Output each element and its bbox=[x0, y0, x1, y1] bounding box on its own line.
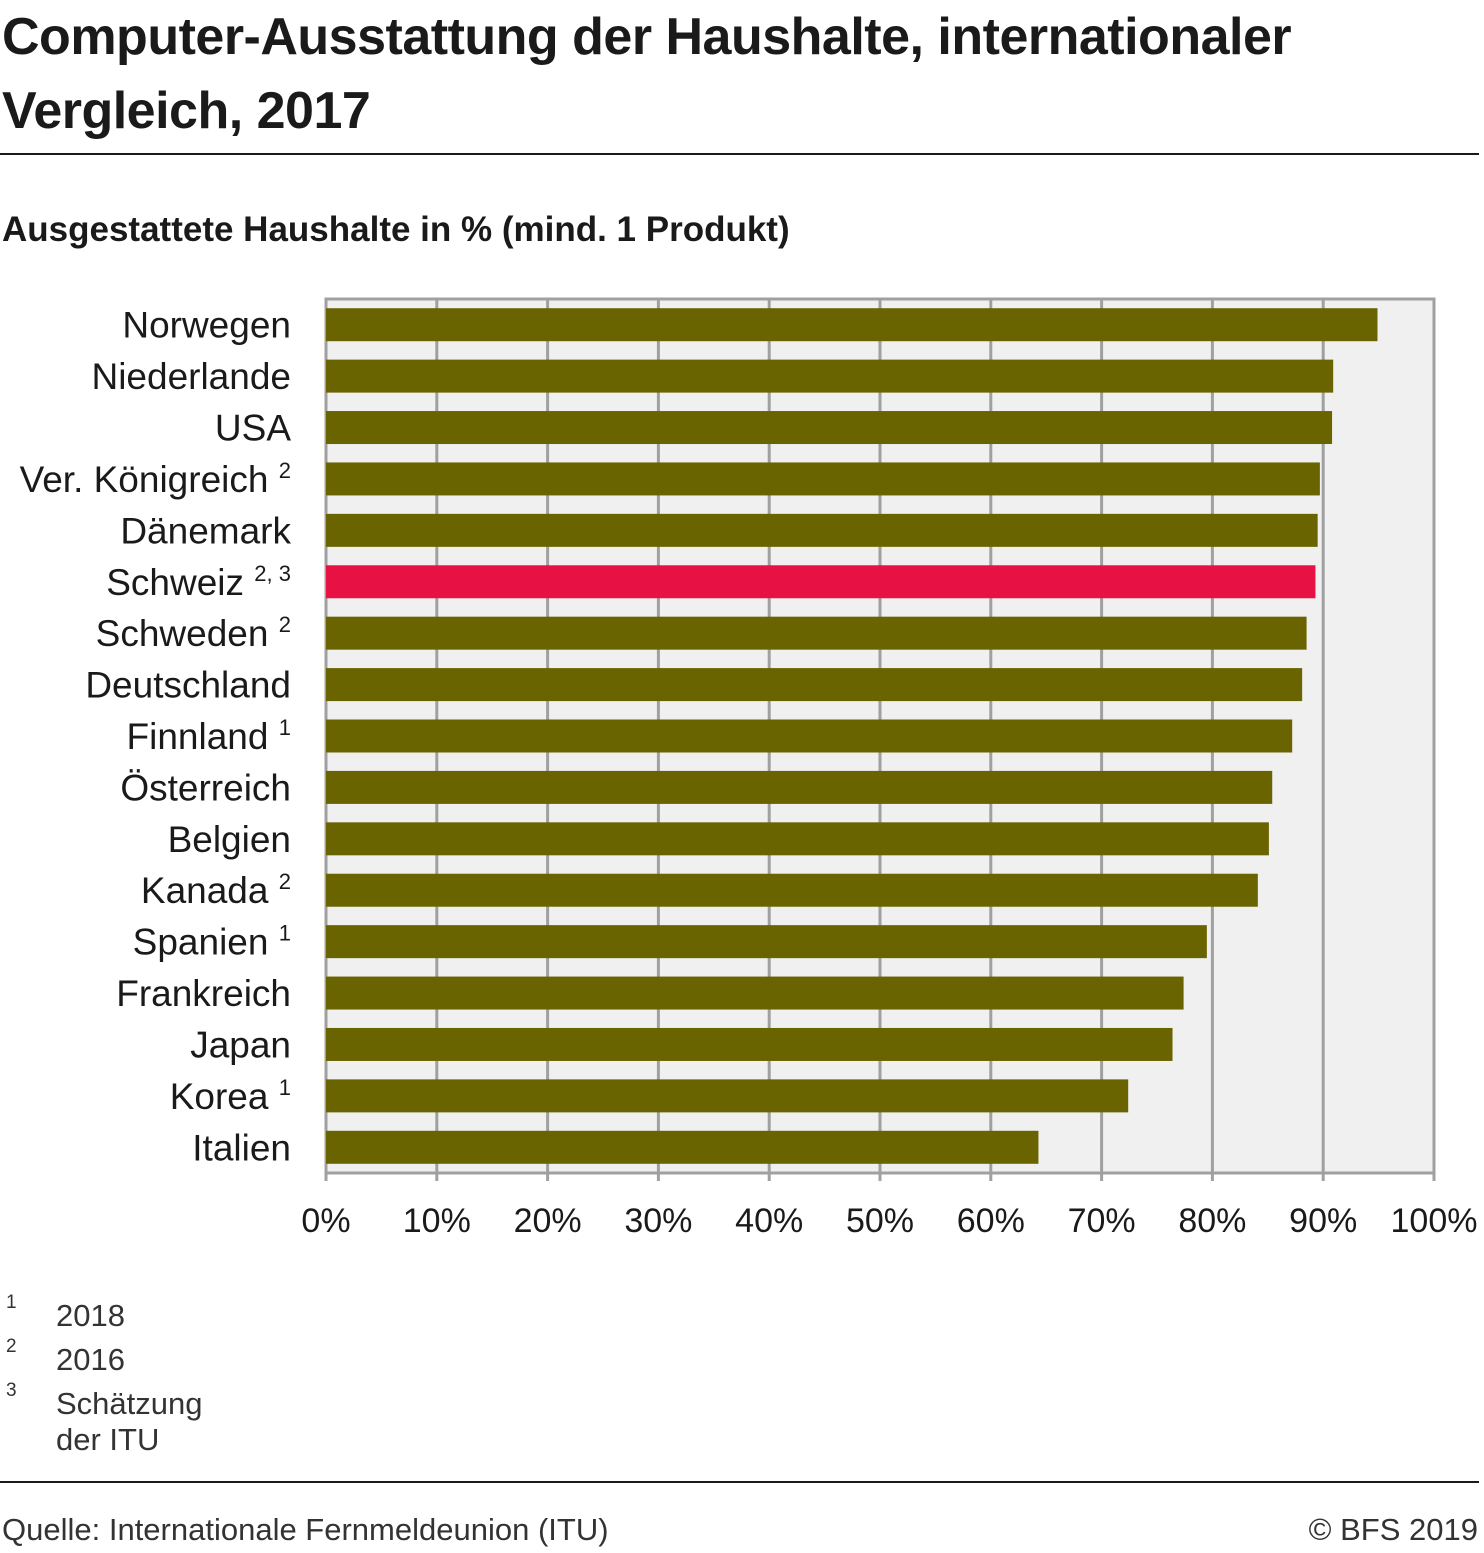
bar-italien bbox=[326, 1130, 1039, 1164]
chart-subtitle: Ausgestattete Haushalte in % (mind. 1 Pr… bbox=[2, 210, 790, 249]
x-tick-label: 90% bbox=[1289, 1202, 1357, 1240]
footnote-text: Schätzung der ITU bbox=[56, 1386, 203, 1457]
bar-frankreich bbox=[326, 976, 1184, 1010]
category-label: Österreich bbox=[120, 767, 291, 808]
footnote-mark: 2 bbox=[6, 1336, 17, 1357]
footer-divider bbox=[0, 1481, 1479, 1483]
category-label: Belgien bbox=[168, 819, 291, 860]
category-label: Schweiz 2, 3 bbox=[106, 561, 291, 603]
footnote-mark: 1 bbox=[6, 1292, 17, 1313]
bar-dänemark bbox=[326, 513, 1318, 547]
bar-belgien bbox=[326, 822, 1269, 856]
category-label: Kanada 2 bbox=[141, 869, 291, 911]
bar-korea bbox=[326, 1079, 1129, 1113]
copyright: © BFS 2019 bbox=[1308, 1512, 1478, 1547]
category-label: Korea 1 bbox=[170, 1075, 291, 1117]
category-label: Frankreich bbox=[116, 973, 291, 1014]
bar-usa bbox=[326, 411, 1333, 445]
bar-kanada bbox=[326, 873, 1258, 907]
bar-schweden bbox=[326, 616, 1307, 650]
category-label: Norwegen bbox=[122, 305, 291, 346]
bar-norwegen bbox=[326, 308, 1378, 342]
title-divider bbox=[0, 153, 1479, 155]
category-label: Italien bbox=[192, 1127, 291, 1168]
bar-ver-königreich bbox=[326, 462, 1320, 496]
category-label: Finnland 1 bbox=[127, 715, 291, 757]
category-label: Dänemark bbox=[120, 510, 291, 551]
bar-deutschland bbox=[326, 668, 1303, 702]
category-label: Schweden 2 bbox=[96, 612, 291, 654]
footnote-text: 2018 bbox=[56, 1298, 125, 1333]
source-note: Quelle: Internationale Fernmeldeunion (I… bbox=[2, 1512, 609, 1547]
bar-japan bbox=[326, 1027, 1173, 1061]
footnote-mark: 3 bbox=[6, 1380, 17, 1401]
bar-spanien bbox=[326, 925, 1207, 959]
bar-schweiz bbox=[326, 565, 1316, 599]
category-label: USA bbox=[215, 408, 291, 449]
x-tick-label: 30% bbox=[624, 1202, 692, 1240]
x-tick-label: 70% bbox=[1068, 1202, 1136, 1240]
bar-österreich bbox=[326, 770, 1273, 804]
x-tick-label: 40% bbox=[735, 1202, 803, 1240]
category-label: Deutschland bbox=[85, 665, 291, 706]
x-tick-label: 20% bbox=[514, 1202, 582, 1240]
x-tick-label: 80% bbox=[1178, 1202, 1246, 1240]
bar-finnland bbox=[326, 719, 1293, 753]
category-label: Spanien 1 bbox=[133, 921, 291, 963]
category-label: Japan bbox=[190, 1024, 291, 1065]
x-tick-label: 60% bbox=[957, 1202, 1025, 1240]
x-tick-label: 100% bbox=[1391, 1202, 1478, 1240]
x-tick-label: 50% bbox=[846, 1202, 914, 1240]
category-label: Niederlande bbox=[91, 356, 291, 397]
x-tick-label: 0% bbox=[301, 1202, 350, 1240]
chart-title: Computer-Ausstattung der Haushalte, inte… bbox=[2, 8, 1292, 140]
x-tick-label: 10% bbox=[403, 1202, 471, 1240]
bar-chart: Norwegen Niederlande USA Ver. Königreich 2 D… bbox=[20, 297, 1478, 1240]
category-label: Ver. Königreich 2 bbox=[20, 458, 291, 500]
bar-niederlande bbox=[326, 359, 1334, 393]
footnote-text: 2016 bbox=[56, 1342, 125, 1377]
